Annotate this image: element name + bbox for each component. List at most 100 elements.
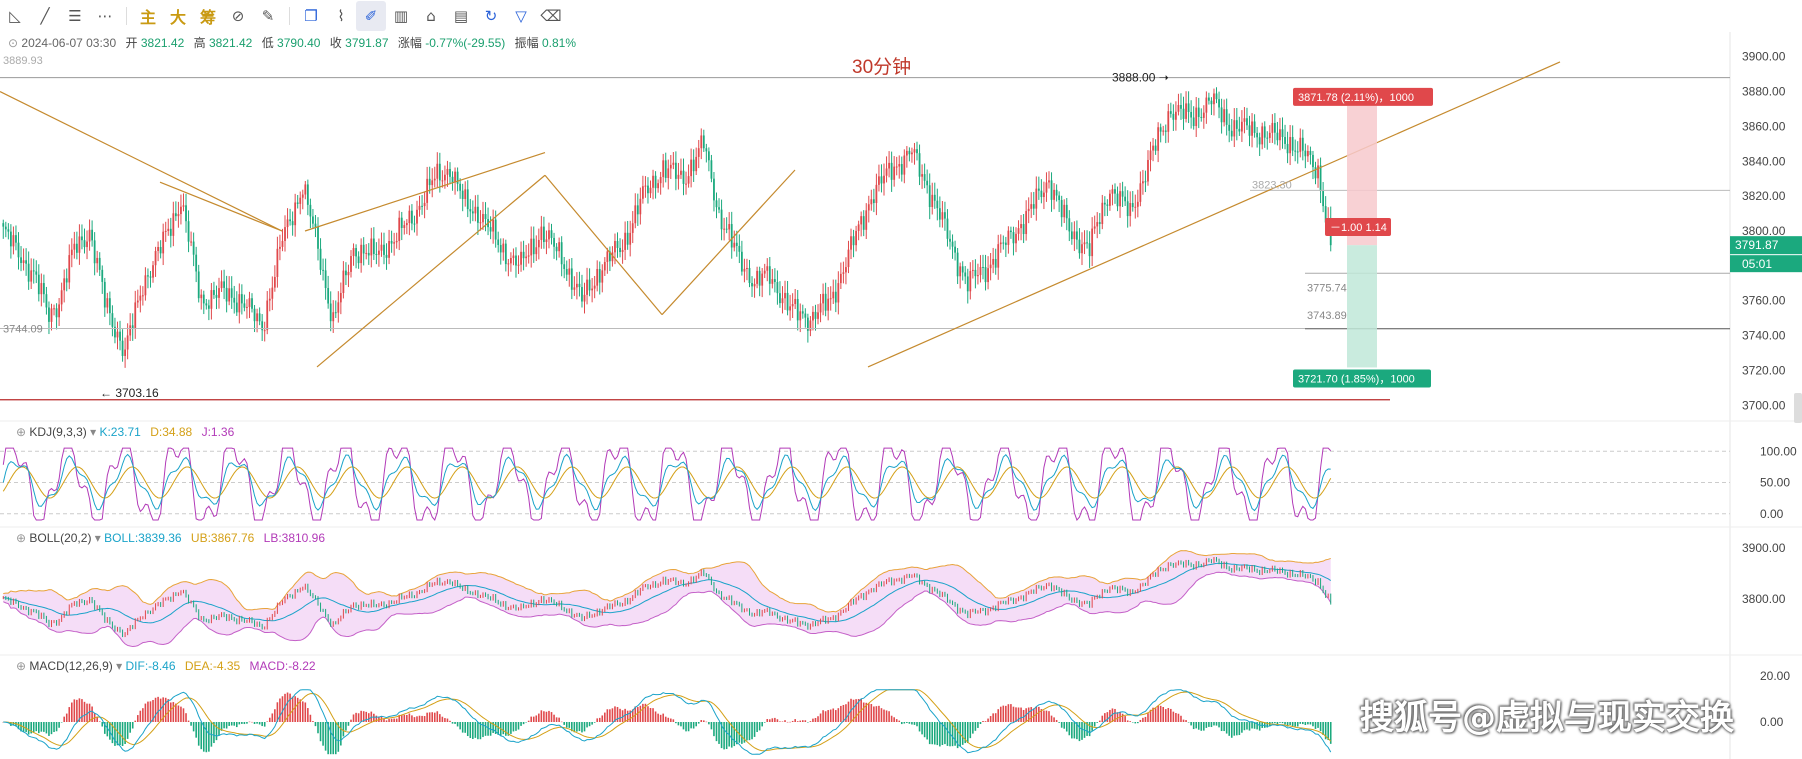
toolbar-divider [289, 7, 290, 25]
candle-body [306, 184, 309, 205]
candle-body [860, 216, 863, 225]
candle-body [75, 243, 78, 253]
macd-bar [307, 708, 309, 722]
candle-body [923, 174, 926, 181]
candle-body [1070, 231, 1073, 240]
macd-bar [1116, 712, 1119, 722]
magnet-icon[interactable]: ↻ [484, 7, 498, 25]
macd-bar [517, 722, 520, 730]
candle-body [1240, 121, 1243, 132]
macd-bar [1167, 707, 1170, 722]
macd-bar [1238, 722, 1241, 736]
candle-body [83, 240, 86, 248]
candle-body [596, 268, 599, 286]
parallel-channel-icon[interactable]: ☰ [68, 7, 82, 25]
candle-body [1129, 203, 1132, 217]
candles-icon[interactable]: ▥ [393, 7, 409, 25]
boll-band-fill [3, 550, 1331, 647]
candle-body [586, 279, 588, 295]
amplitude-value: 0.81% [541, 36, 577, 50]
candle-body [1025, 211, 1028, 235]
chip-distribution-button[interactable]: 筹 [199, 8, 216, 27]
macd-bar [908, 722, 911, 724]
macd-bar [60, 722, 63, 723]
candle-body [273, 276, 276, 288]
level-3823-label: 3823.30 [1252, 179, 1292, 191]
macd-bar [352, 714, 355, 722]
candle-body [510, 258, 512, 264]
macd-bar [428, 712, 431, 722]
candle-body [55, 308, 58, 318]
macd-bar [1225, 722, 1228, 734]
candle-body [1114, 189, 1116, 194]
macd-bar [583, 722, 586, 732]
pen-icon[interactable]: ✐ [356, 1, 386, 31]
ruler-icon[interactable]: ⌇ [337, 7, 345, 25]
macd-bar [1294, 722, 1296, 727]
macd-bar [472, 722, 474, 740]
macd-bar [847, 701, 850, 722]
macd-bar [167, 699, 170, 722]
candle-body [299, 197, 302, 204]
trend-line-icon[interactable]: ◺ [9, 7, 21, 25]
macd-bar [809, 721, 812, 722]
trendline-segment [159, 181, 283, 232]
candle-body [857, 224, 860, 231]
candle-body [1063, 204, 1066, 218]
macd-bar [510, 722, 512, 734]
macd-bar [286, 692, 289, 722]
collapse-icon[interactable]: ⊙ [8, 36, 19, 50]
candle-body [370, 238, 373, 256]
candle-body [45, 294, 48, 308]
candle-body [530, 238, 533, 256]
macd-bar [1309, 722, 1312, 725]
trash-icon[interactable]: ⌫ [540, 7, 562, 25]
price-axis-tick: 3840.00 [1742, 154, 1786, 168]
macd-bar [324, 722, 327, 751]
large-order-button[interactable]: 大 [169, 8, 186, 27]
macd-bar [418, 715, 421, 722]
candle-body [855, 230, 857, 246]
candle-body [1048, 180, 1050, 183]
macd-bar [246, 722, 248, 724]
macd-bar [1134, 722, 1137, 724]
boll-upper-line [3, 550, 1331, 613]
macd-bar [662, 713, 664, 722]
brush-icon[interactable]: ✎ [261, 7, 275, 25]
macd-bar [578, 722, 581, 732]
candle-body [817, 312, 819, 319]
candle-body [119, 331, 121, 341]
macd-bar [134, 720, 137, 722]
filter-icon[interactable]: ▽ [515, 7, 527, 25]
macd-bar [152, 699, 154, 722]
macd-bar [1258, 722, 1261, 731]
main-chart-button[interactable]: 主 [139, 8, 156, 27]
macd-bar [936, 722, 939, 746]
macd-bar [530, 716, 533, 722]
indicator-icon[interactable]: ⊘ [231, 7, 245, 25]
candle-body [751, 282, 753, 287]
lock-icon[interactable]: ⌂ [426, 7, 436, 25]
macd-bar [299, 699, 302, 722]
candle-body [593, 285, 596, 289]
pane-resize-handle[interactable] [1794, 393, 1802, 423]
macd-bar [202, 722, 205, 752]
table-icon[interactable]: ▤ [453, 7, 469, 25]
candle-body [25, 260, 28, 264]
candle-body [812, 311, 814, 321]
ray-icon[interactable]: ╱ [40, 7, 50, 25]
macd-dif: DIF:-8.46 [125, 659, 176, 673]
candle-body [1116, 193, 1119, 207]
candle-body [73, 243, 76, 250]
candle-body [888, 162, 890, 169]
candle-body [1131, 203, 1134, 208]
countdown-bg [1730, 255, 1802, 273]
more-icon[interactable]: ⋯ [97, 7, 113, 25]
candle-body [1253, 121, 1256, 133]
candle-body [1202, 112, 1205, 118]
macd-bar [720, 722, 723, 749]
copy-icon[interactable]: ❐ [304, 7, 318, 25]
macd-bar [715, 722, 718, 742]
macd-bar [814, 717, 817, 722]
